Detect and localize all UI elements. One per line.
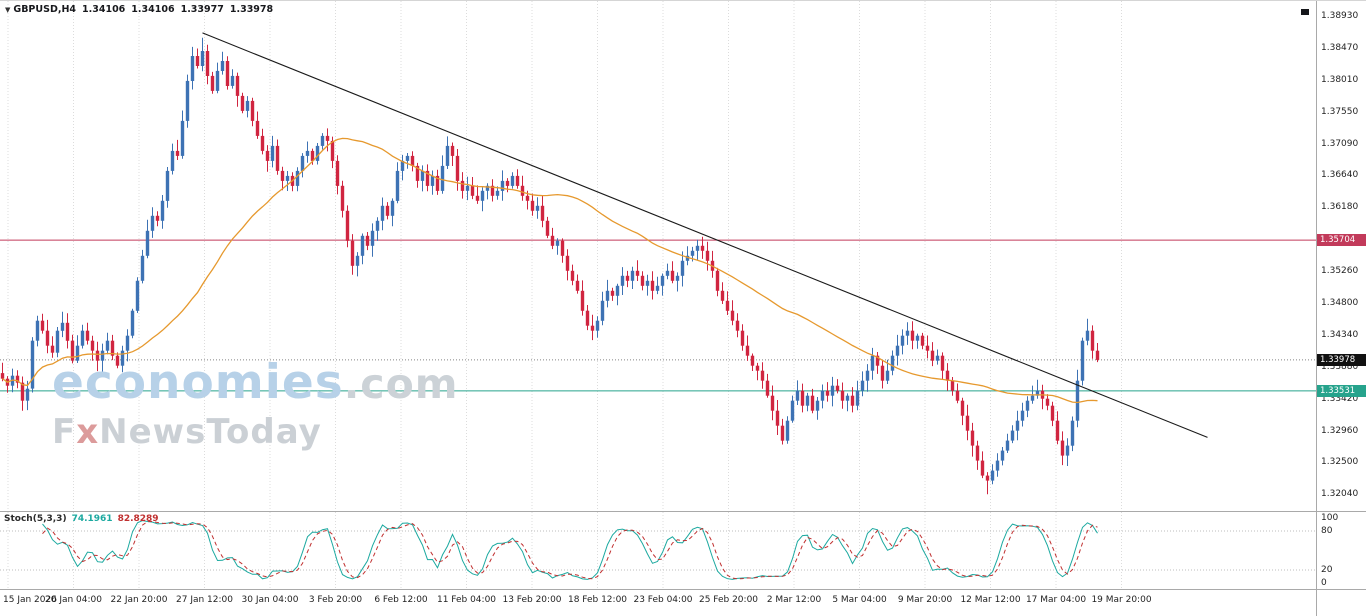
- time-label: 2 Mar 12:00: [766, 595, 822, 605]
- watermark-news-rest: NewsToday: [99, 412, 322, 452]
- level-lines: [0, 239, 1316, 392]
- price-label: 1.35260: [1321, 266, 1359, 276]
- price-label: 1.36180: [1321, 202, 1359, 212]
- current-price-tag: 1.33978: [1317, 354, 1366, 366]
- watermark-brand: economies.com: [52, 359, 459, 406]
- ohlc-close: 1.33978: [229, 4, 274, 15]
- axis-divider: [0, 589, 1366, 590]
- stoch-axis-label: 0: [1321, 578, 1327, 588]
- price-label: 1.36640: [1321, 170, 1359, 180]
- time-label: 12 Mar 12:00: [960, 595, 1021, 605]
- time-axis[interactable]: 15 Jan 2026 20 Jan 04:00 22 Jan 20:00 27 Ja…: [0, 593, 1316, 613]
- candles-group: [0, 37, 1100, 495]
- time-label: 20 Jan 04:00: [45, 595, 102, 605]
- stoch-axis-label: 80: [1321, 526, 1333, 536]
- time-label: 27 Jan 12:00: [176, 595, 233, 605]
- time-label: 30 Jan 04:00: [241, 595, 299, 605]
- watermark-news-x: x: [76, 412, 100, 452]
- watermark-news: FxNewsToday: [52, 415, 459, 449]
- stoch-axis-label: 100: [1321, 513, 1339, 523]
- trendline[interactable]: [202, 32, 1208, 438]
- watermark: economies.com FxNewsToday: [52, 359, 459, 449]
- price-label: 1.37550: [1321, 107, 1359, 117]
- price-label: 1.34800: [1321, 298, 1359, 308]
- watermark-news-f: F: [52, 412, 77, 452]
- stochastic-chart[interactable]: [0, 512, 1316, 589]
- ohlc-low: 1.33977: [180, 4, 224, 15]
- price-axis[interactable]: 1.38930 1.38470 1.38010 1.37550 1.37090 1.366…: [1316, 1, 1366, 616]
- symbol-ohlc: ▼ GBPUSD,H4 1.34106 1.34106 1.33977 1.33978: [5, 4, 279, 15]
- price-label: 1.33880: [1321, 362, 1359, 372]
- resistance-price-tag: 1.35704: [1317, 234, 1366, 246]
- stoch-name: Stoch(5,3,3): [4, 514, 67, 524]
- time-label: 6 Feb 12:00: [374, 595, 428, 605]
- time-label: 25 Feb 20:00: [698, 595, 759, 605]
- collapse-triangle-icon[interactable]: ▼: [5, 6, 11, 14]
- grid: [7, 1, 1122, 511]
- time-label: 15 Jan 2026: [3, 595, 57, 605]
- price-label: 1.32040: [1321, 489, 1359, 499]
- price-label: 1.38470: [1321, 43, 1359, 53]
- price-label: 1.38010: [1321, 75, 1359, 85]
- stoch-d-line: [42, 520, 1098, 580]
- time-label: 17 Mar 04:00: [1025, 595, 1087, 605]
- chart-shift-marker[interactable]: [1301, 9, 1309, 15]
- stoch-axis-label: 20: [1321, 565, 1333, 575]
- time-label: 22 Jan 20:00: [110, 595, 168, 605]
- stoch-k-line: [42, 520, 1098, 580]
- panel-divider[interactable]: [0, 511, 1366, 512]
- symbol-label: GBPUSD,H4: [13, 4, 77, 15]
- price-label: 1.34340: [1321, 330, 1359, 340]
- time-label: 18 Feb 12:00: [567, 595, 628, 605]
- main-chart[interactable]: economies.com FxNewsToday ▼ GBPUSD,H4 1.34…: [0, 1, 1316, 511]
- watermark-brand-suffix: .com: [343, 360, 459, 408]
- price-label: 1.32960: [1321, 426, 1359, 436]
- ma-line: [2, 137, 1098, 404]
- price-label: 1.37090: [1321, 139, 1359, 149]
- ohlc-high: 1.34106: [131, 4, 175, 15]
- watermark-brand-text: economies: [52, 355, 344, 410]
- stoch-label: Stoch(5,3,3) 74.1961 82.8289: [4, 514, 164, 524]
- ohlc-open: 1.34106: [82, 4, 126, 15]
- time-label: 9 Mar 20:00: [897, 595, 953, 605]
- stoch-k-value: 74.1961: [71, 514, 113, 524]
- price-label: 1.32500: [1321, 457, 1359, 467]
- stoch-d-value: 82.8289: [117, 514, 159, 524]
- price-label: 1.38930: [1321, 11, 1359, 21]
- stoch-panel[interactable]: Stoch(5,3,3) 74.1961 82.8289: [0, 512, 1316, 589]
- candlestick-chart[interactable]: [0, 1, 1316, 511]
- time-label: 11 Feb 04:00: [436, 595, 497, 605]
- time-label: 13 Feb 20:00: [502, 595, 562, 605]
- time-label: 5 Mar 04:00: [832, 595, 887, 605]
- time-label: 3 Feb 20:00: [308, 595, 363, 605]
- time-label: 23 Feb 04:00: [633, 595, 693, 605]
- price-label: 1.33420: [1321, 394, 1359, 404]
- time-label: 19 Mar 20:00: [1091, 595, 1152, 605]
- support-price-tag: 1.33531: [1317, 385, 1366, 397]
